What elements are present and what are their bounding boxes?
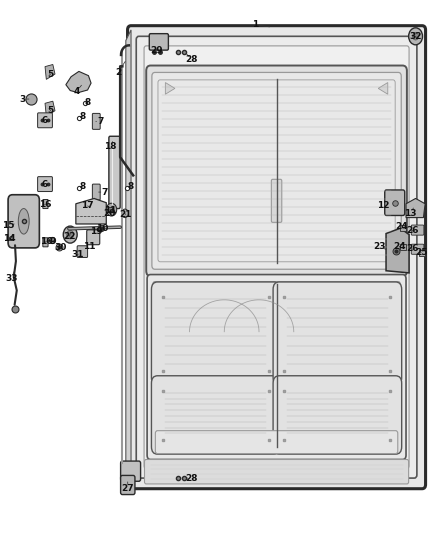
Text: 25: 25 bbox=[415, 248, 427, 257]
FancyBboxPatch shape bbox=[92, 184, 100, 200]
Text: 32: 32 bbox=[410, 32, 422, 41]
Polygon shape bbox=[126, 30, 131, 484]
FancyBboxPatch shape bbox=[147, 274, 406, 459]
Text: 28: 28 bbox=[186, 474, 198, 482]
Text: 6: 6 bbox=[41, 116, 47, 125]
Polygon shape bbox=[386, 228, 409, 273]
FancyBboxPatch shape bbox=[385, 190, 405, 215]
Text: 24: 24 bbox=[393, 242, 406, 251]
FancyBboxPatch shape bbox=[145, 459, 409, 484]
Text: 18: 18 bbox=[104, 142, 117, 151]
Text: 16: 16 bbox=[40, 237, 53, 246]
Polygon shape bbox=[166, 83, 175, 94]
Text: 8: 8 bbox=[79, 182, 85, 191]
Polygon shape bbox=[45, 64, 55, 79]
FancyBboxPatch shape bbox=[144, 46, 409, 469]
Polygon shape bbox=[66, 71, 91, 93]
Text: 19: 19 bbox=[90, 227, 102, 236]
Text: 12: 12 bbox=[377, 201, 389, 210]
Text: 31: 31 bbox=[72, 250, 84, 259]
FancyBboxPatch shape bbox=[272, 179, 282, 222]
Text: 11: 11 bbox=[83, 242, 95, 251]
Ellipse shape bbox=[18, 208, 29, 234]
FancyBboxPatch shape bbox=[273, 282, 402, 385]
FancyBboxPatch shape bbox=[8, 195, 39, 248]
FancyBboxPatch shape bbox=[273, 376, 402, 454]
Text: 28: 28 bbox=[186, 55, 198, 64]
Circle shape bbox=[106, 203, 117, 216]
FancyBboxPatch shape bbox=[38, 113, 53, 128]
Text: 26: 26 bbox=[406, 245, 418, 254]
Text: 11: 11 bbox=[104, 206, 117, 215]
Text: 1: 1 bbox=[252, 20, 258, 29]
Text: 27: 27 bbox=[122, 484, 134, 493]
FancyBboxPatch shape bbox=[92, 114, 100, 130]
FancyBboxPatch shape bbox=[77, 246, 88, 257]
Text: 3: 3 bbox=[19, 94, 25, 103]
Text: 14: 14 bbox=[3, 234, 16, 243]
Text: 15: 15 bbox=[2, 221, 14, 230]
Text: 26: 26 bbox=[406, 226, 418, 235]
FancyBboxPatch shape bbox=[136, 36, 417, 478]
Text: 17: 17 bbox=[81, 201, 94, 211]
FancyBboxPatch shape bbox=[411, 244, 424, 254]
Text: 8: 8 bbox=[85, 98, 91, 107]
FancyBboxPatch shape bbox=[155, 431, 398, 454]
Text: 16: 16 bbox=[39, 200, 52, 209]
FancyBboxPatch shape bbox=[120, 475, 135, 495]
Text: 8: 8 bbox=[79, 112, 85, 121]
Text: 4: 4 bbox=[74, 86, 80, 95]
Text: 7: 7 bbox=[97, 117, 104, 126]
Circle shape bbox=[121, 209, 128, 217]
Text: 23: 23 bbox=[374, 243, 386, 252]
Text: 24: 24 bbox=[396, 222, 408, 231]
FancyBboxPatch shape bbox=[43, 199, 48, 208]
FancyBboxPatch shape bbox=[152, 376, 280, 454]
FancyBboxPatch shape bbox=[109, 136, 120, 208]
FancyBboxPatch shape bbox=[152, 282, 280, 385]
Text: 7: 7 bbox=[102, 188, 108, 197]
FancyBboxPatch shape bbox=[38, 176, 53, 191]
Polygon shape bbox=[406, 198, 425, 217]
Circle shape bbox=[409, 28, 423, 45]
Text: 33: 33 bbox=[5, 273, 18, 282]
Text: 6: 6 bbox=[41, 180, 47, 189]
FancyBboxPatch shape bbox=[120, 461, 141, 481]
Text: 8: 8 bbox=[128, 182, 134, 191]
Text: 21: 21 bbox=[120, 210, 132, 219]
Polygon shape bbox=[76, 198, 106, 224]
Text: 5: 5 bbox=[48, 106, 54, 115]
FancyBboxPatch shape bbox=[127, 26, 426, 489]
Polygon shape bbox=[45, 101, 55, 116]
Text: 29: 29 bbox=[150, 46, 162, 55]
Text: 10: 10 bbox=[96, 224, 108, 233]
FancyBboxPatch shape bbox=[146, 66, 407, 276]
FancyBboxPatch shape bbox=[152, 72, 401, 269]
FancyBboxPatch shape bbox=[87, 230, 100, 245]
Text: 22: 22 bbox=[63, 232, 76, 241]
Text: 13: 13 bbox=[404, 209, 417, 218]
FancyBboxPatch shape bbox=[43, 238, 48, 247]
Text: 9: 9 bbox=[49, 237, 56, 246]
FancyBboxPatch shape bbox=[411, 225, 424, 235]
Text: 30: 30 bbox=[54, 244, 67, 253]
FancyBboxPatch shape bbox=[149, 34, 168, 50]
Text: 20: 20 bbox=[103, 209, 116, 218]
Circle shape bbox=[63, 226, 77, 243]
Text: 5: 5 bbox=[48, 70, 54, 78]
Circle shape bbox=[67, 230, 74, 239]
Text: 2: 2 bbox=[115, 68, 121, 77]
Polygon shape bbox=[378, 83, 388, 94]
Circle shape bbox=[413, 33, 419, 40]
